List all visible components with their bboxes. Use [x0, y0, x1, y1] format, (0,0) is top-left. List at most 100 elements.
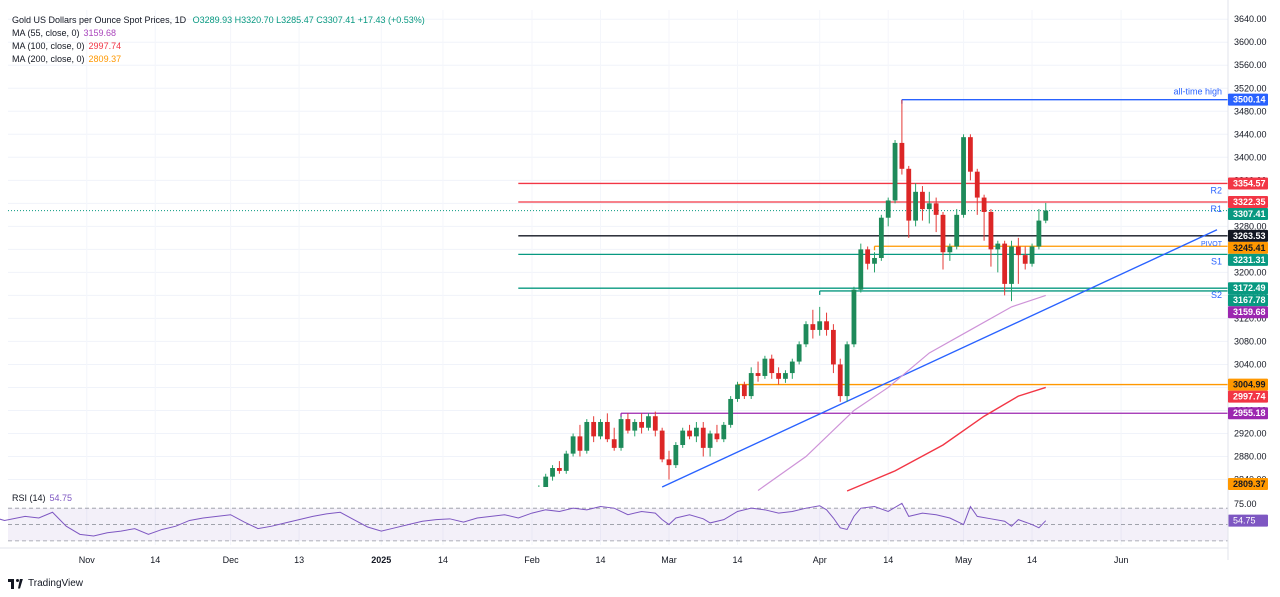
price-tag-label: 3159.68	[1233, 307, 1266, 317]
time-tick-label: 13	[294, 555, 304, 565]
candle-body	[892, 142, 898, 201]
candle-body	[947, 246, 953, 253]
candle-body	[803, 324, 809, 345]
pivot-label: R2	[1210, 185, 1222, 195]
candle-body	[721, 424, 727, 440]
time-tick-label: Nov	[79, 555, 96, 565]
legend-ma200[interactable]: MA (200, close, 0) 2809.37	[12, 53, 425, 66]
price-tag-label: 3231.31	[1233, 255, 1266, 265]
candle-body	[824, 321, 829, 330]
candle-body	[618, 419, 624, 448]
time-tick-label: 14	[883, 555, 893, 565]
candle-body	[646, 416, 651, 428]
candle-body	[837, 364, 843, 397]
moving-averages	[661, 229, 1218, 492]
price-tick-label: 3040.00	[1234, 359, 1267, 369]
time-tick-label: 14	[1027, 555, 1037, 565]
annotations: all-time high R2 R1 PIVOT S1 S2	[1173, 87, 1222, 301]
time-tick-label: May	[955, 555, 973, 565]
price-tag-label: 3354.57	[1233, 178, 1266, 188]
rsi-value-label: 54.75	[1233, 516, 1256, 526]
candlesticks	[538, 99, 1049, 487]
candle-body	[844, 344, 850, 397]
candle-body	[981, 197, 987, 212]
pivot-label: R1	[1210, 204, 1222, 214]
price-tick-label: 3400.00	[1234, 152, 1267, 162]
legend-ma55[interactable]: MA (55, close, 0) 3159.68	[12, 27, 425, 40]
candle-body	[878, 217, 884, 258]
candle-body	[961, 137, 966, 215]
candle-body	[831, 329, 836, 365]
candle-body	[1022, 255, 1028, 264]
candle-body	[1009, 246, 1014, 284]
price-tag-label: 2809.37	[1233, 479, 1266, 489]
price-tag-label: 3322.35	[1233, 197, 1266, 207]
price-tick-label: 3480.00	[1234, 106, 1267, 116]
chart-legend: Gold US Dollars per Ounce Spot Prices, 1…	[12, 14, 425, 66]
candle-body	[762, 358, 768, 376]
candle-body	[913, 191, 918, 221]
chart-title: Gold US Dollars per Ounce Spot Prices, 1…	[12, 15, 187, 25]
price-tag-label: 3245.41	[1233, 243, 1266, 253]
time-tick-label: Apr	[813, 555, 827, 565]
candle-body	[543, 476, 549, 487]
candle-body	[988, 211, 994, 250]
candle-body	[557, 468, 562, 471]
price-tick-label: 3280.00	[1234, 221, 1267, 231]
candle-body	[755, 373, 761, 376]
price-tag	[1228, 282, 1268, 295]
pivot-label: PIVOT	[1201, 241, 1223, 248]
candle-body	[995, 243, 1001, 250]
candle-body	[741, 384, 747, 397]
candle-body	[563, 453, 569, 471]
price-labels: 3500.14 3354.57 3322.35 3307.41 3263.53 3245.…	[1228, 93, 1268, 490]
legend-label: MA (100, close, 0)	[12, 41, 85, 51]
price-tag	[1228, 241, 1268, 254]
time-tick-label: Jun	[1114, 555, 1129, 565]
legend-value: 3159.68	[83, 28, 117, 38]
candle-body	[920, 191, 925, 210]
rsi-line	[0, 502, 1047, 537]
ma100-line	[846, 386, 1046, 492]
candle-body	[550, 468, 555, 477]
tradingview-logo[interactable]: TradingView	[8, 578, 83, 589]
price-tag	[1228, 93, 1268, 106]
time-tick-label: 14	[595, 555, 605, 565]
price-tag	[1228, 378, 1268, 391]
candle-body	[783, 373, 788, 379]
price-tick-label: 3600.00	[1234, 37, 1267, 47]
candle-body	[598, 421, 603, 437]
rsi-legend[interactable]: RSI (14) 54.75	[12, 493, 72, 503]
candle-body	[748, 373, 754, 397]
candle-body	[632, 421, 638, 431]
chart-grid	[8, 10, 1228, 545]
price-tag	[1228, 177, 1268, 190]
candle-body	[885, 200, 891, 218]
legend-value: 2809.37	[88, 54, 122, 64]
price-tick-label: 3560.00	[1234, 60, 1267, 70]
price-axis: 3640.00 3600.00 3560.00 3520.00 3480.00 3440.…	[1227, 0, 1267, 560]
price-tag-label: 2955.18	[1233, 408, 1266, 418]
candle-body	[577, 436, 583, 451]
time-tick-label: 14	[438, 555, 448, 565]
time-axis: Nov 14 Dec 13 2025 14 Feb 14 Mar 14 Apr 14 May 14 Jun	[0, 547, 1228, 565]
rsi-pane: 75.00 54.75	[0, 499, 1268, 542]
price-tag	[1228, 207, 1268, 220]
trendline	[661, 229, 1218, 488]
candle-body	[700, 427, 706, 448]
candle-body	[687, 430, 692, 437]
price-tick-label: 3440.00	[1234, 129, 1267, 139]
price-tag-label: 3500.14	[1233, 95, 1266, 105]
pivot-label: S1	[1211, 256, 1222, 266]
rsi-value-tag	[1228, 514, 1268, 527]
candle-body	[789, 361, 795, 374]
price-tick-label: 2880.00	[1234, 452, 1267, 462]
candle-body	[1029, 246, 1035, 264]
candle-body	[604, 421, 610, 440]
candle-body	[872, 257, 877, 264]
legend-ma100[interactable]: MA (100, close, 0) 2997.74	[12, 40, 425, 53]
price-tag-label: 3167.78	[1233, 295, 1266, 305]
price-tag	[1228, 390, 1268, 403]
candle-body	[659, 430, 665, 460]
